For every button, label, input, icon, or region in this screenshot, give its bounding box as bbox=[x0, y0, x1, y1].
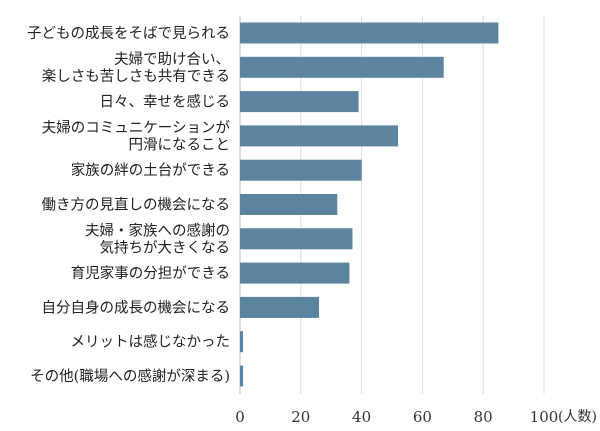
x-axis-tick-labels: 0 20 40 60 80 100 bbox=[235, 408, 558, 426]
category-label: 夫婦で助け合い、 bbox=[114, 51, 230, 68]
bar bbox=[240, 125, 399, 147]
bar bbox=[240, 331, 244, 353]
category-label: 自分自身の成長の機会になる bbox=[42, 299, 231, 316]
category-label: 働き方の見直しの機会になる bbox=[42, 197, 231, 214]
x-tick-label: 20 bbox=[291, 408, 310, 426]
x-axis-unit-label: (人数) bbox=[558, 409, 597, 425]
category-label: 日々、幸せを感じる bbox=[100, 94, 231, 111]
category-label: その他(職場への感謝が深まる) bbox=[30, 368, 230, 385]
category-label: 子どもの成長をそばで見られる bbox=[27, 25, 230, 42]
bar bbox=[240, 159, 362, 181]
x-tick-label: 100 bbox=[530, 408, 559, 426]
category-label: 家族の絆の土台ができる bbox=[71, 162, 230, 179]
bar bbox=[240, 228, 353, 250]
bar bbox=[240, 262, 350, 284]
category-label: 楽しさも苦しさも共有できる bbox=[42, 68, 230, 85]
category-label: 夫婦のコミュニケーションが bbox=[42, 119, 231, 136]
bar bbox=[240, 296, 320, 318]
bar bbox=[240, 91, 359, 113]
gridlines bbox=[239, 16, 545, 394]
bar bbox=[240, 56, 444, 78]
category-label: 育児家事の分担ができる bbox=[71, 265, 230, 282]
category-labels: 子どもの成長をそばで見られる夫婦で助け合い、楽しさも苦しさも共有できる日々、幸せ… bbox=[27, 25, 230, 385]
x-tick-label: 80 bbox=[474, 408, 493, 426]
bar bbox=[240, 194, 338, 215]
category-label: 夫婦・家族への感謝の bbox=[85, 222, 230, 239]
x-tick-label: 60 bbox=[413, 408, 432, 426]
category-label: 円滑になること bbox=[129, 136, 231, 153]
bar bbox=[240, 365, 244, 387]
x-tick-label: 0 bbox=[235, 408, 245, 426]
bars bbox=[240, 22, 499, 387]
bar bbox=[240, 22, 499, 44]
category-label: メリットは感じなかった bbox=[71, 334, 231, 351]
x-tick-label: 40 bbox=[352, 408, 371, 426]
category-label: 気持ちが大きくなる bbox=[100, 239, 231, 256]
